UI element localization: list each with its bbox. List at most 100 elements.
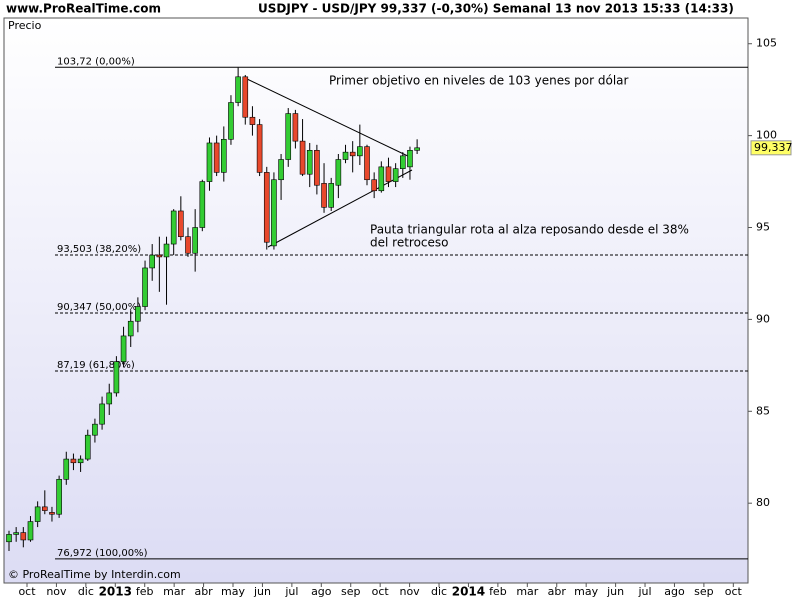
candle-body bbox=[34, 506, 41, 522]
candle-body bbox=[414, 147, 420, 151]
x-tick-label: oct bbox=[372, 585, 390, 598]
candle-body bbox=[149, 254, 155, 269]
candle-body bbox=[120, 335, 127, 362]
y-tick-label: 80 bbox=[756, 496, 770, 509]
x-tick-label: jul bbox=[284, 585, 298, 598]
x-tick-label: sep bbox=[341, 585, 360, 598]
level-label: 90,347 (50,00%) bbox=[57, 302, 141, 313]
last-price-box bbox=[750, 140, 792, 156]
candle-body bbox=[41, 506, 48, 511]
y-tick-label: 85 bbox=[756, 404, 770, 417]
candle-body bbox=[392, 168, 399, 182]
x-tick-label: nov bbox=[399, 585, 420, 598]
level-label: 93,503 (38,20%) bbox=[57, 244, 141, 255]
x-tick-label: abr bbox=[194, 585, 213, 598]
candle-body bbox=[77, 458, 84, 464]
x-tick-label: sep bbox=[694, 585, 713, 598]
candle-body bbox=[178, 210, 184, 238]
candle-body bbox=[27, 521, 34, 541]
candle-body bbox=[292, 113, 299, 142]
candle-body bbox=[113, 361, 120, 394]
candle-body bbox=[357, 146, 363, 157]
candle-body bbox=[127, 320, 134, 337]
annotation: Pauta triangular rota al alza reposando … bbox=[370, 223, 689, 237]
y-label: Precio bbox=[8, 19, 42, 32]
candle-body bbox=[106, 392, 113, 405]
y-tick-label: 105 bbox=[756, 37, 777, 50]
x-tick-label: nov bbox=[46, 585, 67, 598]
x-tick-label: ago bbox=[311, 585, 332, 598]
annotation: Primer objetivo en niveles de 103 yenes … bbox=[329, 74, 629, 88]
candle-body bbox=[6, 534, 12, 543]
title: USDJPY - USD/JPY 99,337 (-0,30%) Semanal… bbox=[258, 2, 734, 16]
candle-body bbox=[142, 267, 148, 307]
candle-body bbox=[328, 183, 335, 208]
x-tick-label: abr bbox=[548, 585, 567, 598]
candle-body bbox=[371, 179, 377, 192]
candle-body bbox=[213, 142, 220, 173]
footer: © ProRealTime by Interdin.com bbox=[8, 568, 181, 581]
candle-body bbox=[235, 76, 241, 103]
x-tick-label: feb bbox=[489, 585, 507, 598]
candle-body bbox=[385, 166, 392, 182]
x-tick-label: jul bbox=[637, 585, 651, 598]
candle-body bbox=[56, 478, 62, 515]
candle-body bbox=[407, 150, 413, 168]
candle-body bbox=[185, 236, 191, 254]
candle-body bbox=[20, 532, 27, 541]
plot-area bbox=[3, 17, 749, 584]
trend-line bbox=[246, 78, 413, 159]
candle-body bbox=[278, 159, 284, 181]
candle-body bbox=[342, 151, 349, 160]
x-tick-label: feb bbox=[136, 585, 154, 598]
candle-body bbox=[271, 179, 277, 247]
candle-body bbox=[170, 210, 177, 245]
last-price-label: 99,337 bbox=[754, 141, 793, 154]
x-tick-label: jun bbox=[606, 585, 624, 598]
candle-body bbox=[99, 403, 105, 425]
candle-body bbox=[242, 76, 249, 118]
x-tick-label: may bbox=[574, 585, 598, 598]
candle-body bbox=[84, 434, 91, 460]
y-tick-label: 90 bbox=[756, 312, 770, 325]
x-tick-label: mar bbox=[516, 585, 538, 598]
candle-body bbox=[349, 151, 356, 157]
annotation: del retroceso bbox=[370, 236, 449, 250]
candle-body bbox=[321, 183, 327, 208]
x-tick-label: oct bbox=[725, 585, 743, 598]
candle-body bbox=[13, 532, 19, 535]
x-tick-label: dic bbox=[431, 585, 447, 598]
candle-body bbox=[378, 166, 385, 192]
candle-body bbox=[163, 243, 170, 258]
x-tick-label: mar bbox=[163, 585, 185, 598]
x-tick-label: oct bbox=[18, 585, 36, 598]
candle-body bbox=[335, 159, 342, 186]
candle-body bbox=[314, 150, 320, 186]
x-tick-label: dic bbox=[78, 585, 94, 598]
level-label: 103,72 (0,00%) bbox=[57, 56, 135, 67]
candle-body bbox=[199, 181, 206, 228]
source: www.ProRealTime.com bbox=[6, 2, 161, 16]
candle-body bbox=[306, 150, 313, 175]
y-tick-label: 95 bbox=[756, 221, 770, 234]
candle-body bbox=[49, 512, 55, 515]
level-label: 87,19 (61,80%) bbox=[57, 360, 135, 371]
candle-body bbox=[156, 254, 163, 258]
level-label: 76,972 (100,00%) bbox=[57, 548, 148, 559]
candle-body bbox=[135, 306, 141, 322]
candle-body bbox=[192, 227, 198, 254]
y-tick-label: 100 bbox=[756, 129, 777, 142]
candle-body bbox=[256, 124, 263, 173]
x-tick-label: 2013 bbox=[99, 585, 132, 599]
candle-body bbox=[285, 113, 292, 160]
x-tick-label: may bbox=[221, 585, 245, 598]
candle-body bbox=[399, 155, 406, 170]
candle-body bbox=[228, 102, 234, 140]
candle-body bbox=[206, 142, 213, 182]
candle-body bbox=[92, 423, 98, 436]
candle-body bbox=[364, 146, 370, 181]
x-tick-label: 2014 bbox=[452, 585, 485, 599]
candle-body bbox=[221, 138, 227, 173]
